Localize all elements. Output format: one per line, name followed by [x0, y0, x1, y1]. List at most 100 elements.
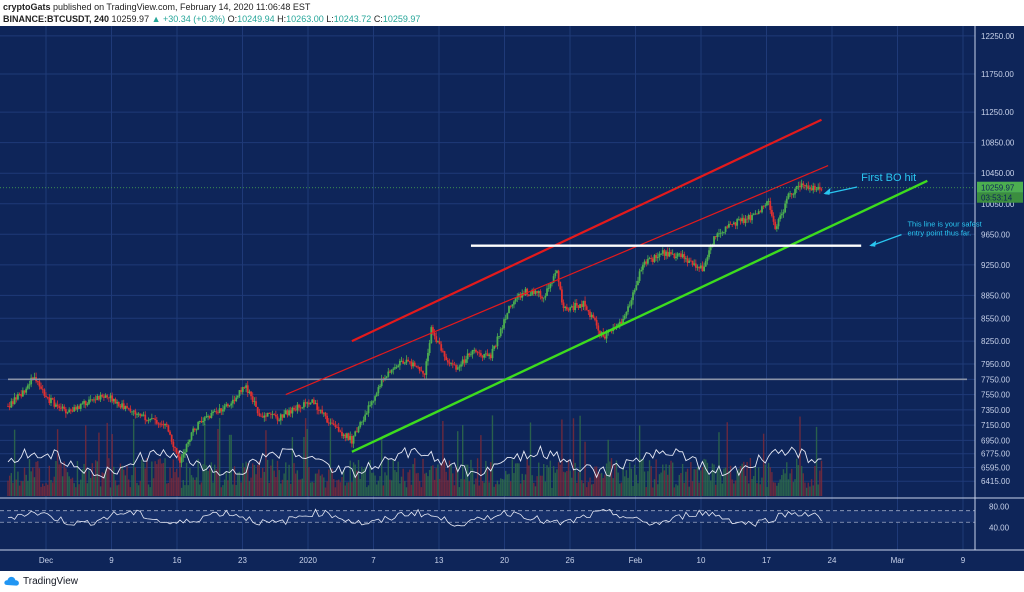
volume-bar [784, 473, 786, 496]
candle-body [403, 362, 406, 364]
channel-mid-red-line [285, 165, 829, 396]
candle-body [478, 352, 481, 354]
candle-body [703, 266, 706, 272]
candle-body [802, 183, 805, 185]
candle-body [685, 258, 687, 260]
volume-bar [238, 471, 241, 496]
volume-bar [326, 481, 328, 496]
candle-body [797, 185, 800, 187]
candle-body [427, 352, 429, 362]
candle-body [306, 402, 309, 404]
volume-bar [792, 482, 795, 496]
candle-body [141, 414, 143, 416]
candle-body [38, 381, 41, 387]
volume-bar [12, 482, 14, 496]
price-chart[interactable]: 80.00 40.00 12250.00 11750.00 11250.00 10850… [0, 26, 1024, 571]
candle-body [408, 361, 411, 363]
volume-bar [428, 469, 431, 496]
volume-bar [523, 479, 525, 496]
volume-bar [379, 476, 381, 496]
candle-body [531, 290, 534, 295]
chart-grid [0, 26, 975, 550]
candle-body [536, 290, 539, 293]
candle-body [785, 198, 788, 204]
volume-bar [625, 470, 628, 496]
candle-body [595, 319, 598, 326]
candle-body [572, 306, 575, 311]
chart-area[interactable]: 80.00 40.00 12250.00 11750.00 11250.00 10850… [0, 26, 1024, 571]
volume-bar [731, 479, 733, 496]
volume-bar [447, 480, 449, 496]
volume-bar [739, 466, 742, 496]
candle-body [50, 397, 52, 404]
volume-bar [572, 418, 575, 496]
volume-bar [562, 471, 565, 496]
volume-bar [73, 483, 75, 496]
volume-bar [708, 475, 710, 496]
candle-body [124, 406, 127, 410]
volume-bar [452, 473, 454, 496]
volume-bar [76, 460, 79, 496]
volume-bar [109, 487, 112, 496]
volume-bar [152, 478, 155, 496]
tradingview-logo[interactable]: TradingView [4, 575, 78, 587]
volume-bar [622, 466, 624, 496]
volume-bar [104, 469, 107, 496]
rsi-tick-label: 40.00 [989, 524, 1010, 533]
candle-body [43, 389, 46, 396]
candle-body [225, 404, 228, 407]
volume-bar [222, 485, 224, 496]
volume-bar [286, 480, 289, 496]
candle-body [729, 223, 732, 225]
candle-body [397, 365, 400, 368]
candle-body [777, 219, 780, 227]
volume-bar [496, 480, 499, 496]
candle-body [83, 401, 85, 404]
candle-body [233, 399, 236, 402]
candle-body [395, 367, 398, 368]
volume-bar [131, 475, 133, 496]
volume-bar [693, 469, 695, 496]
candle-body [303, 402, 305, 408]
volume-bar [351, 482, 353, 496]
candle-body [134, 410, 137, 415]
entry-note-label: This line is your safest entry point thus… [907, 220, 982, 238]
candle-body [136, 414, 138, 416]
volume-bar [546, 465, 548, 496]
candle-body [762, 206, 765, 208]
volume-bar [146, 458, 148, 496]
volume-bar [716, 468, 719, 496]
volume-bar [729, 465, 732, 496]
candle-body [554, 273, 557, 277]
volume-bar [303, 436, 305, 496]
volume-bar [387, 458, 389, 496]
volume-bar [167, 482, 170, 496]
volume-bar [75, 487, 77, 496]
candle-body [337, 427, 340, 432]
volume-bar [604, 474, 606, 496]
candle-body [513, 301, 515, 305]
volume-bar [218, 418, 221, 496]
volume-bar [756, 483, 758, 496]
candle-body [71, 410, 74, 412]
candle-body [341, 431, 343, 436]
candle-body [789, 193, 791, 195]
volume-bar [819, 470, 821, 496]
symbol-line: BINANCE:BTCUSDT, 240 10259.97 ▲ +30.34 (… [3, 13, 420, 25]
volume-bar [199, 484, 201, 496]
candle-body [484, 353, 487, 355]
volume-bar [552, 466, 555, 496]
candle-body [559, 281, 562, 290]
candle-body [597, 325, 600, 331]
volume-bar [243, 467, 246, 496]
volume-bar [628, 462, 631, 496]
author-name[interactable]: cryptoGats [3, 2, 51, 12]
volume-bar [595, 466, 598, 496]
candle-body [809, 188, 811, 189]
volume-bar [407, 472, 409, 496]
symbol-label[interactable]: BINANCE:BTCUSDT, 240 [3, 14, 110, 24]
candle-body [402, 360, 405, 364]
volume-bar [187, 485, 189, 496]
volume-bar [288, 464, 290, 496]
candle-body [532, 290, 535, 294]
